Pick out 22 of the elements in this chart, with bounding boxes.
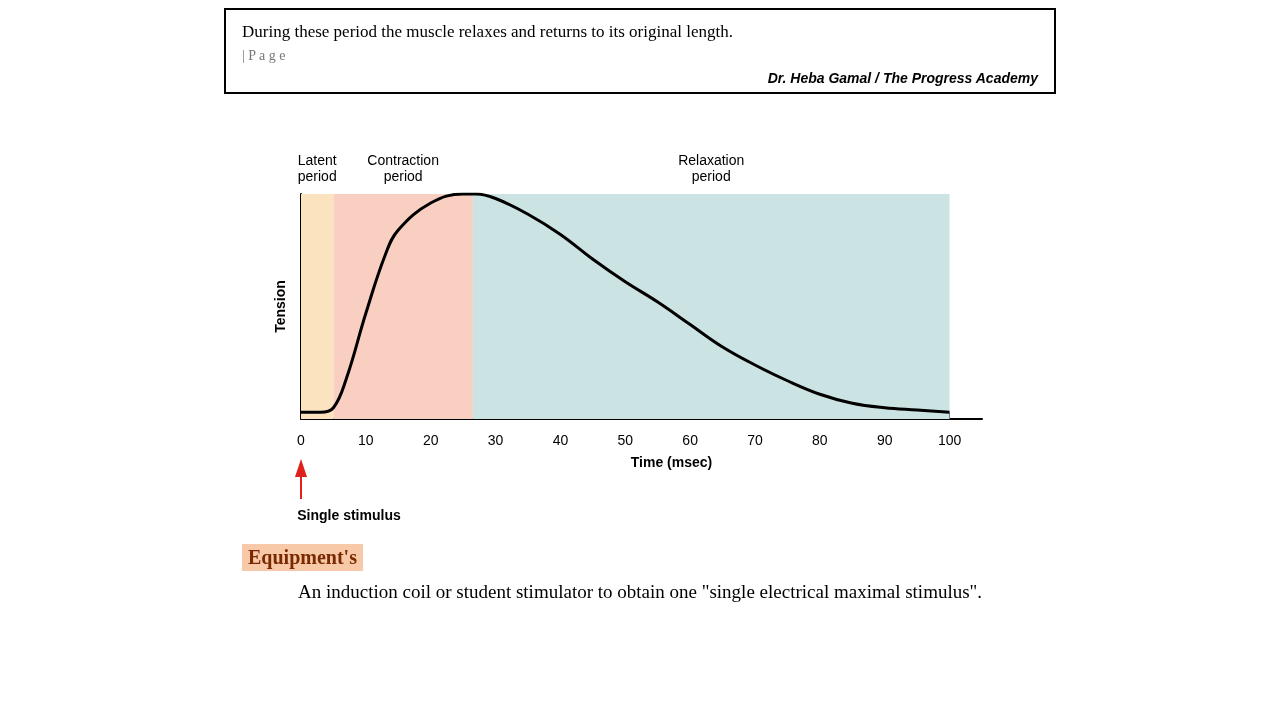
text: During these period the muscle relaxes and returns to its original length. xyxy=(242,22,734,42)
x-tick-label: 80 xyxy=(812,432,828,448)
text: Equipment's xyxy=(242,544,363,571)
band-label: Contraction period xyxy=(367,152,439,184)
x-axis-title: Time (msec) xyxy=(630,454,713,470)
band-label: Latent period xyxy=(297,152,337,184)
text: | P a g e xyxy=(242,48,287,64)
x-tick-label: 20 xyxy=(422,432,439,448)
x-tick-label: 100 xyxy=(937,432,962,448)
text: Dr. Heba Gamal / The Progress Academy xyxy=(766,70,1038,86)
x-tick-label: 70 xyxy=(747,432,763,448)
band-label: Relaxation period xyxy=(678,152,745,184)
x-tick-label: 50 xyxy=(617,432,634,448)
y-axis-title: Tension xyxy=(272,280,288,333)
x-tick-label: 30 xyxy=(487,432,504,448)
x-tick-label: 40 xyxy=(552,432,569,448)
text: Single stimulus xyxy=(297,507,401,523)
x-tick-label: 60 xyxy=(682,432,699,448)
x-tick-label: 10 xyxy=(358,432,374,448)
text: An induction coil or student stimulator to obtain one "single electrical maximal stimulus". xyxy=(297,581,984,603)
x-tick-label: 90 xyxy=(876,432,893,448)
x-tick-label: 0 xyxy=(297,432,306,448)
